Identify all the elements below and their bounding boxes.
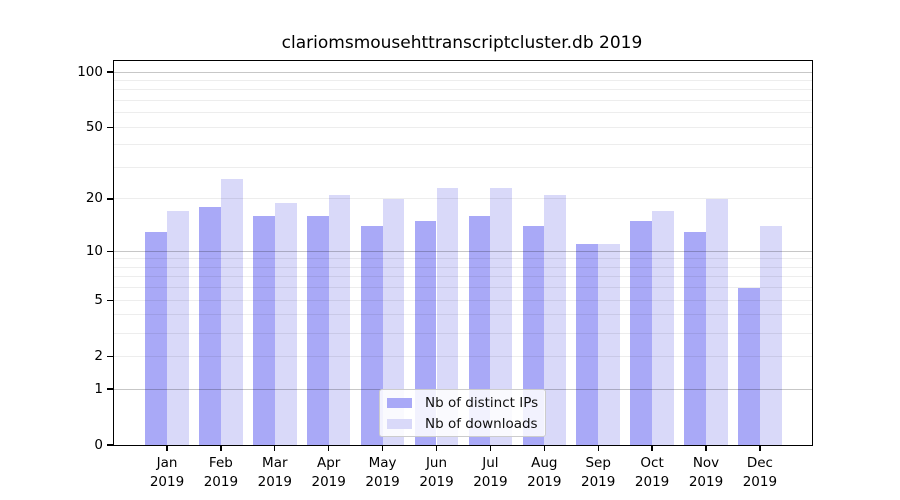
bar-jul-downloads [490, 188, 513, 445]
bar-sep-downloads [598, 244, 620, 445]
bar-feb-distinct-ips [199, 207, 221, 445]
bar-mar-downloads [274, 202, 297, 445]
gridline-minor-9 [114, 258, 812, 260]
bar-apr-distinct-ips [306, 216, 329, 445]
legend-label-distinct-ips: Nb of distinct IPs [425, 394, 539, 411]
x-tick-label-jun: Jun 2019 [419, 455, 454, 490]
gridline-minor-20 [114, 198, 812, 200]
bar-jan-distinct-ips [145, 231, 167, 445]
bar-may-downloads [382, 198, 405, 445]
bar-jun-downloads [436, 188, 459, 445]
gridline-minor-30 [114, 166, 812, 168]
x-tick-label-dec: Dec 2019 [742, 455, 778, 490]
y-tick-label-0: 0 [94, 436, 103, 453]
x-tick-jun [435, 445, 438, 451]
x-tick-sep [597, 445, 599, 451]
gridline-minor-6 [114, 287, 812, 289]
x-tick-label-jul: Jul 2019 [473, 455, 508, 490]
bar-apr-downloads [328, 195, 351, 445]
y-tick-label-20: 20 [85, 190, 103, 207]
chart-title: clariomsmousehttranscriptcluster.db 2019 [281, 33, 643, 53]
x-tick-nov [705, 445, 707, 451]
x-tick-label-apr: Apr 2019 [311, 455, 346, 490]
x-tick-jan [166, 445, 168, 451]
gridline-minor-50 [114, 126, 812, 128]
legend-swatch-distinct-ips [387, 397, 412, 408]
plot-area: Nb of distinct IPs Nb of downloads Jan 2… [77, 60, 813, 490]
gridline-minor-2 [114, 355, 812, 357]
x-tick-jul [489, 445, 492, 451]
legend: Nb of distinct IPs Nb of downloads [379, 389, 546, 437]
bar-jan-downloads [167, 211, 189, 445]
gridline-minor-7 [114, 276, 812, 278]
x-tick-may [381, 445, 384, 451]
bar-dec-downloads [759, 226, 782, 445]
legend-item-downloads: Nb of downloads [380, 414, 545, 433]
x-tick-label-feb: Feb 2019 [203, 455, 239, 490]
x-tick-aug [543, 445, 545, 451]
bar-oct-downloads [652, 211, 674, 445]
legend-item-distinct-ips: Nb of distinct IPs [380, 393, 545, 412]
bar-dec-distinct-ips [738, 287, 760, 445]
x-tick-apr [328, 445, 330, 451]
gridline-major-10 [114, 250, 812, 252]
y-tick-50 [107, 126, 114, 128]
gridline-minor-40 [114, 144, 812, 146]
y-tick-label-2: 2 [94, 347, 103, 364]
gridline-minor-80 [114, 89, 812, 91]
y-tick-100 [107, 71, 114, 73]
bar-jul-distinct-ips [468, 216, 491, 445]
bar-sep-distinct-ips [576, 244, 599, 445]
gridline-minor-5 [114, 299, 812, 301]
bar-may-distinct-ips [360, 226, 383, 445]
gridline-minor-3 [114, 332, 812, 334]
x-tick-feb [220, 445, 222, 451]
x-tick-mar [274, 445, 276, 451]
x-tick-dec [759, 445, 761, 451]
y-tick-10 [107, 250, 114, 252]
y-tick-0 [107, 444, 114, 446]
legend-label-downloads: Nb of downloads [425, 415, 538, 432]
gridline-minor-90 [114, 79, 812, 81]
x-tick-label-sep: Sep 2019 [581, 455, 616, 490]
x-tick-label-jan: Jan 2019 [149, 455, 185, 490]
bar-feb-downloads [220, 178, 243, 445]
bar-jun-distinct-ips [414, 220, 437, 445]
gridline-minor-4 [114, 314, 812, 316]
y-tick-label-50: 50 [85, 118, 103, 135]
y-tick-label-10: 10 [85, 242, 103, 259]
y-tick-label-1: 1 [94, 380, 103, 397]
x-tick-label-nov: Nov 2019 [688, 455, 724, 490]
gridline-minor-8 [114, 266, 812, 268]
bar-nov-downloads [706, 198, 728, 445]
y-tick-label-100: 100 [77, 63, 103, 80]
y-tick-1 [107, 388, 114, 390]
x-tick-oct [651, 445, 653, 451]
bar-nov-distinct-ips [684, 231, 706, 445]
gridline-minor-70 [114, 100, 812, 101]
gridline-minor-60 [114, 112, 812, 114]
bar-mar-distinct-ips [253, 216, 275, 445]
y-tick-20 [107, 198, 114, 200]
legend-swatch-downloads [387, 418, 412, 429]
bar-aug-downloads [544, 195, 567, 445]
x-tick-label-may: May 2019 [365, 455, 400, 490]
x-tick-label-oct: Oct 2019 [634, 455, 670, 490]
y-tick-label-5: 5 [94, 291, 103, 308]
x-tick-label-aug: Aug 2019 [527, 455, 562, 490]
y-tick-2 [107, 355, 114, 357]
x-tick-label-mar: Mar 2019 [257, 455, 292, 490]
y-tick-5 [107, 299, 114, 301]
bar-oct-distinct-ips [630, 220, 653, 445]
gridline-major-100 [114, 71, 812, 73]
